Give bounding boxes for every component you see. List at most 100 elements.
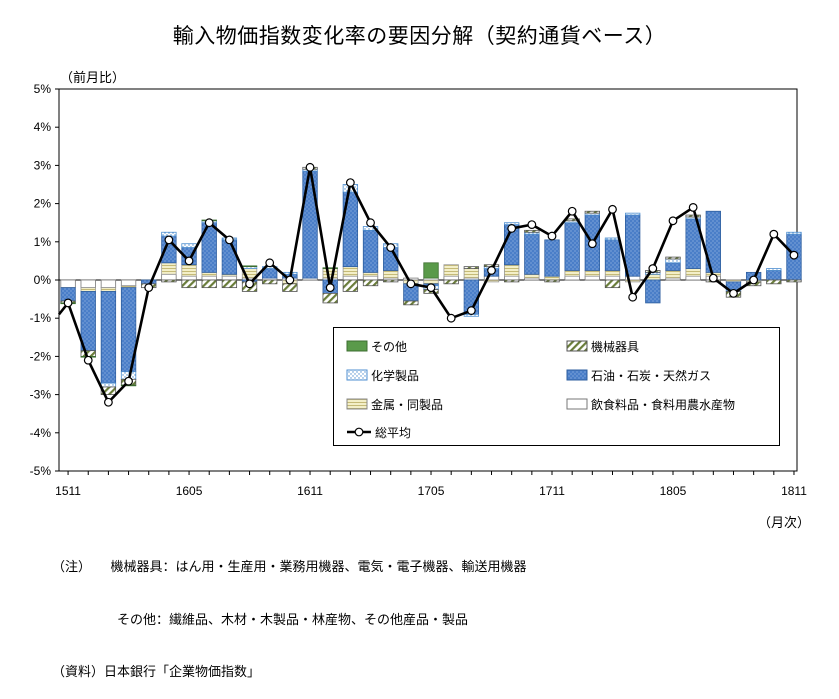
chart-canvas: -5% -4% -3% -2% -1% 0% 1% 2% 3% 4% 5% 1511 1605 1611 1… [30,82,808,498]
bar-other [423,262,439,279]
total-point [487,266,496,275]
bar-machinery [504,279,520,283]
total-point [708,273,718,283]
total-point [305,162,315,172]
total-point [386,243,396,252]
total-point [547,231,557,241]
legend-item-machinery: 機械器具 [566,337,639,355]
bar-other [322,267,338,269]
bar-metal [181,264,197,277]
y-tick-label: 1% [34,235,52,249]
bar-machinery [584,210,600,214]
bar-metal [564,270,580,277]
bar-metal [100,287,117,292]
bar-energy [645,279,661,304]
total-point [668,216,678,226]
bar-machinery [262,279,278,285]
bar-energy [524,233,540,275]
bar-energy [665,262,681,271]
legend-label-energy: 石油・石炭・天然ガス [591,368,712,383]
bar-machinery [665,256,681,260]
total-point [426,283,436,293]
y-tick-label: -3% [30,388,52,402]
total-point [567,206,577,216]
bar-food [564,275,580,281]
x-tick-label: 1605 [176,484,203,498]
legend-item-chemical: 化学製品 [346,366,419,384]
bar-metal [161,262,177,275]
x-tick-label: 1811 [781,484,807,498]
bar-energy [544,239,560,277]
bar-energy [604,239,621,271]
total-point [527,220,537,230]
legend-item-food: 飲食料品・食料用農水産物 [566,395,735,413]
total-line [57,166,795,404]
bar-metal [685,268,701,277]
bar-energy [302,170,318,279]
bar-metal [383,270,399,279]
total-point [688,203,698,212]
bar-metal [201,271,217,277]
bar-food [120,279,137,287]
legend-swatch-energy [566,369,588,381]
bar-energy [766,270,782,281]
legend-item-total: 総平均 [346,423,411,441]
total-point [466,306,476,315]
bar-food [60,279,76,289]
bar-food [342,275,359,281]
y-tick-label: 4% [34,120,52,134]
bar-energy [362,229,379,273]
bar-energy [80,291,96,352]
bar-metal [483,279,500,283]
bar-energy [625,214,641,277]
legend-label-food: 飲食料品・食料用農水産物 [591,397,736,412]
legend-label-machinery: 機械器具 [591,339,640,354]
legend-item-energy: 石油・石炭・天然ガス [566,366,711,384]
bar-food [362,275,379,281]
x-tick-label: 1511 [55,484,81,498]
legend-label-total: 総平均 [375,425,412,440]
bar-machinery [403,300,419,306]
total-point [285,275,295,285]
bar-food [100,279,117,289]
bar-machinery [524,229,540,233]
bar-machinery [161,279,177,283]
bar-metal [604,270,621,277]
bar-chemical [100,382,117,388]
bar-food [80,279,96,289]
total-point [104,397,113,407]
bar-machinery [221,279,238,289]
bar-machinery [685,214,701,218]
bar-metal [463,268,480,279]
bar-metal [544,275,560,281]
bar-energy [564,222,580,271]
total-point [245,279,254,289]
note-line-3: （資料）日本銀行「企業物価指数」 [52,665,261,680]
bar-machinery [544,279,560,283]
bar-machinery [463,266,480,269]
bar-chemical [665,258,681,264]
legend-label-chemical: 化学製品 [371,368,420,383]
bar-metal [584,270,600,277]
bar-metal [625,279,641,283]
bar-machinery [181,279,197,289]
x-tick-label: 1705 [418,484,445,498]
x-axis-unit: （月次） [758,516,811,531]
bar-energy [705,210,721,273]
y-tick-label: -5% [30,464,52,478]
bar-machinery [766,279,782,285]
bar-metal [342,266,359,277]
total-point [265,258,275,268]
bar-machinery [786,279,802,283]
y-tick-label: -1% [30,311,52,325]
total-point [587,239,597,249]
legend-label-metal: 金属・同製品 [371,397,444,412]
total-point [83,355,93,365]
bar-food [604,275,621,281]
bar-chemical [604,237,621,241]
legend-swatch-metal [346,398,368,410]
bar-metal [524,273,540,279]
total-point [769,229,779,239]
bar-chemical [181,243,197,248]
y-tick-label: 0% [34,273,52,287]
